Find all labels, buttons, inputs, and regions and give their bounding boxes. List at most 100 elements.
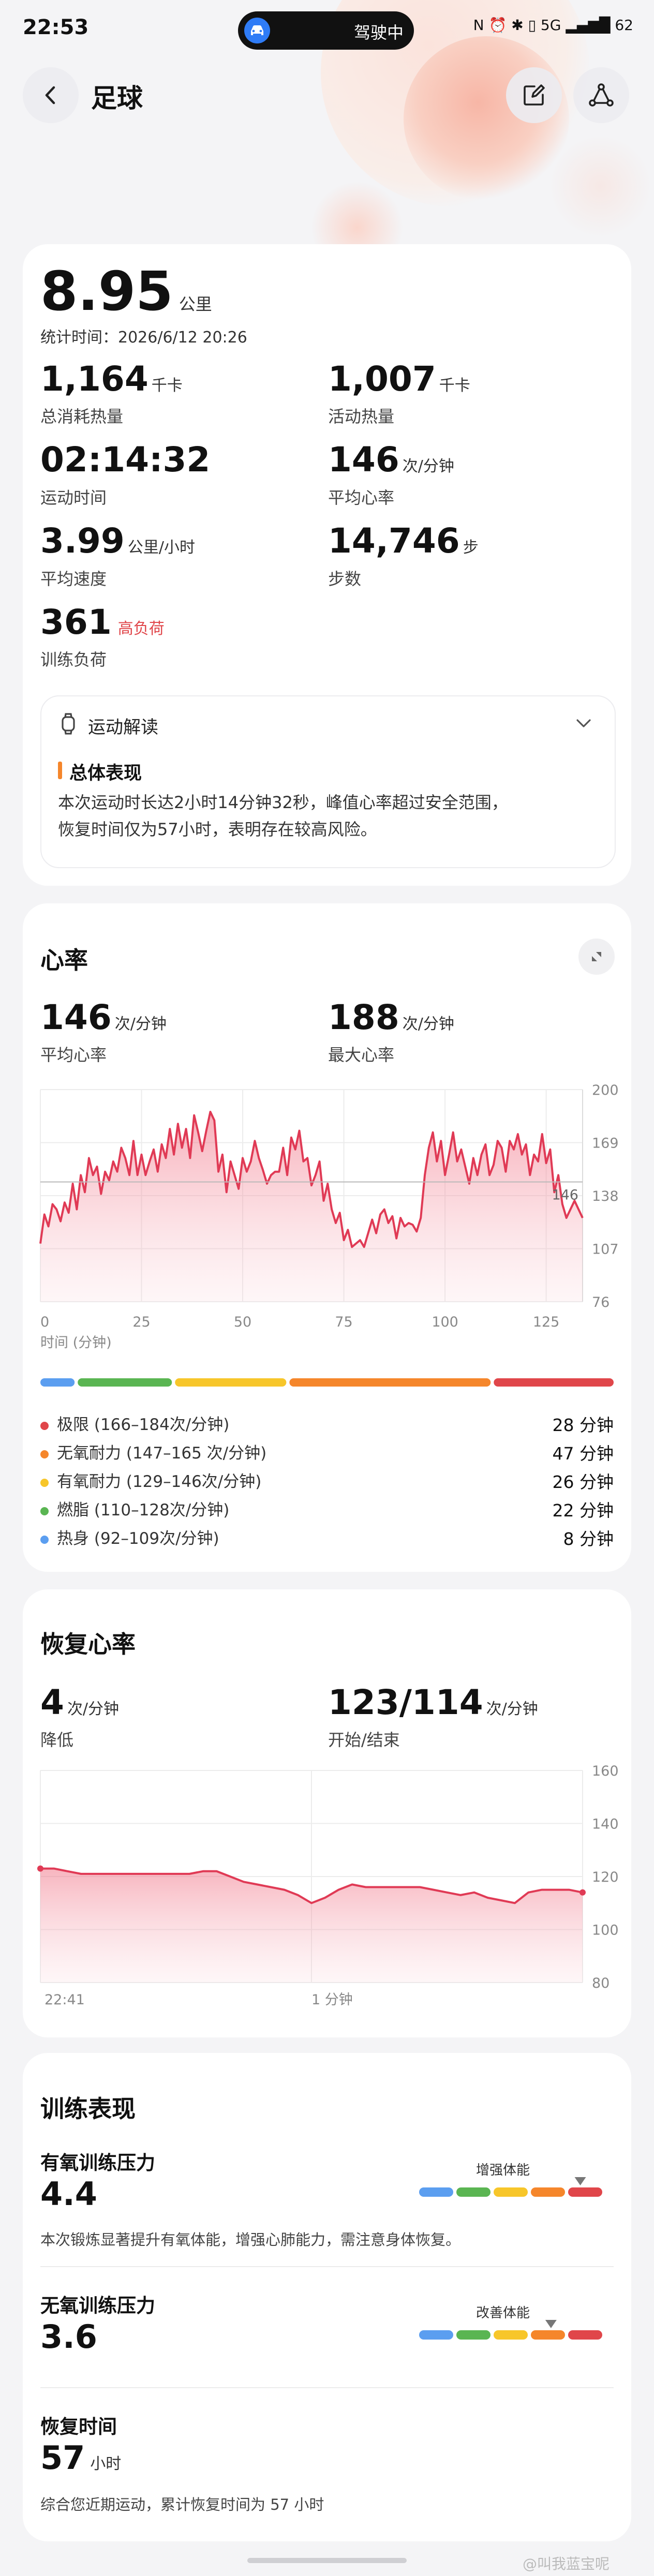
zone-name: 有氧耐力 (129–146次/分钟)	[40, 1468, 261, 1492]
zone-row: 极限 (166–184次/分钟) 28 分钟	[40, 1411, 614, 1437]
heart-rate-area	[40, 1112, 583, 1302]
zone-duration: 28 分钟	[552, 1415, 614, 1435]
overall-line-1: 本次运动时长达2小时14分钟32秒，峰值心率超过安全范围，	[58, 793, 508, 812]
recovery-line	[40, 1867, 583, 1904]
anaerobic-scale	[419, 2320, 602, 2340]
zone-color-dot	[40, 1450, 49, 1458]
zone-bar-segment	[494, 1378, 614, 1387]
y-tick-label: 138	[592, 1188, 619, 1204]
active-cal-label: 活动热量	[328, 407, 395, 426]
zone-row: 热身 (92–109次/分钟) 8 分钟	[40, 1525, 614, 1551]
scale-segment	[494, 2330, 528, 2340]
x-tick-label: 22:41	[44, 1992, 85, 2008]
steps-label: 步数	[328, 569, 362, 589]
back-button[interactable]	[23, 67, 79, 123]
zone-bar	[40, 1378, 614, 1387]
x-tick-label: 125	[533, 1314, 560, 1330]
y-tick-label: 107	[592, 1242, 619, 1258]
aerobic-scale	[419, 2177, 602, 2197]
heart-avg-value: 146	[40, 997, 112, 1037]
aerobic-desc: 本次锻炼显著提升有氧体能，增强心肺能力，需注意身体恢复。	[40, 2231, 461, 2249]
zone-label: 热身 (92–109次/分钟)	[57, 1529, 219, 1548]
recovery-end-dot	[579, 1889, 586, 1896]
heart-rate-chart: 76 107 138 169 200 0 25 50 75 100 125 146 时间 (分钟)	[39, 1082, 619, 1351]
active-cal-value: 1,007	[328, 359, 436, 399]
recovery-drop-stat: 4 次/分钟	[40, 1682, 119, 1722]
active-cal-value-row: 1,007 千卡	[328, 359, 470, 399]
recovery-time-desc: 综合您近期运动，累计恢复时间为 57 小时	[40, 2496, 324, 2513]
scale-segment	[568, 2330, 602, 2340]
zone-color-dot	[40, 1421, 49, 1430]
heart-avg-label: 平均心率	[40, 1045, 107, 1065]
recovery-time-row: 57 小时	[40, 2439, 121, 2477]
scale-segment	[419, 2187, 453, 2197]
scale-segment	[531, 2187, 565, 2197]
expand-button[interactable]	[578, 939, 615, 975]
anaerobic-title: 无氧训练压力	[40, 2295, 155, 2317]
zone-row: 有氧耐力 (129–146次/分钟) 26 分钟	[40, 1468, 614, 1494]
overall-line-2: 恢复时间仅为57小时，表明存在较高风险。	[58, 820, 377, 839]
scale-segment	[456, 2330, 490, 2340]
share-button[interactable]	[573, 67, 629, 123]
chevron-down-icon[interactable]	[574, 717, 593, 729]
zone-color-dot	[40, 1507, 49, 1515]
zone-duration: 47 分钟	[552, 1443, 614, 1464]
aerobic-value: 4.4	[40, 2175, 97, 2213]
recovery-title: 恢复心率	[40, 1630, 136, 1658]
heart-avg-unit: 次/分钟	[114, 1015, 167, 1033]
interpretation-title: 运动解读	[88, 717, 158, 738]
zone-row: 无氧耐力 (147–165 次/分钟) 47 分钟	[40, 1440, 614, 1466]
status-bar: 22:53 驾驶中 N ⏰ ✱ ▯ 5G ▂▄▆█ 62	[0, 0, 654, 57]
dynamic-island[interactable]: 驾驶中	[238, 11, 414, 50]
distance-unit: 公里	[179, 294, 212, 314]
overall-accent-bar	[58, 762, 62, 779]
recovery-area	[40, 1868, 583, 1983]
avg-speed-value: 3.99	[40, 521, 125, 561]
recovery-time-unit: 小时	[90, 2455, 122, 2473]
avg-speed-label: 平均速度	[40, 569, 107, 589]
zone-duration: 8 分钟	[563, 1529, 614, 1549]
y-tick-label: 169	[592, 1136, 619, 1152]
recovery-startend-unit: 次/分钟	[486, 1700, 538, 1718]
heart-rate-line	[39, 1111, 584, 1248]
zone-color-dot	[40, 1478, 49, 1487]
avg-hr-value: 146	[328, 440, 399, 480]
total-cal-value: 1,164	[40, 359, 148, 399]
recovery-startend-label: 开始/结束	[328, 1730, 400, 1750]
y-tick-label: 80	[592, 1975, 610, 1991]
zone-name: 极限 (166–184次/分钟)	[40, 1411, 229, 1435]
reference-line-label: 146	[552, 1187, 578, 1203]
y-tick-label: 76	[592, 1294, 610, 1311]
anaerobic-value: 3.6	[40, 2318, 97, 2356]
load-label: 训练负荷	[40, 650, 107, 669]
recovery-hr-card: 恢复心率 4 次/分钟 降低 123/114 次/分钟 开始/结束 80 100 120…	[23, 1589, 631, 2037]
car-icon	[244, 18, 270, 43]
zone-label: 无氧耐力 (147–165 次/分钟)	[57, 1444, 267, 1463]
scale-marker	[574, 2177, 586, 2185]
training-card: 训练表现 有氧训练压力 4.4 增强体能 本次锻炼显著提升有氧体能，增强心肺能力…	[23, 2053, 631, 2541]
distance-value: 8.95	[40, 260, 173, 323]
x-tick-label: 50	[234, 1314, 251, 1330]
interpretation-box[interactable]: 运动解读 总体表现 本次运动时长达2小时14分钟32秒，峰值心率超过安全范围， …	[40, 695, 616, 868]
zone-label: 有氧耐力 (129–146次/分钟)	[57, 1472, 262, 1491]
scale-segment	[419, 2330, 453, 2340]
zone-label: 极限 (166–184次/分钟)	[57, 1416, 230, 1434]
watermark: @叫我蓝宝呢	[523, 2555, 610, 2572]
avg-hr-unit: 次/分钟	[402, 457, 454, 475]
x-tick-label: 75	[335, 1314, 352, 1330]
divider	[40, 2387, 614, 2388]
duration-value-row: 02:14:32	[40, 440, 210, 480]
x-tick-label: 100	[432, 1314, 458, 1330]
zone-bar-segment	[78, 1378, 172, 1387]
divider	[40, 2266, 614, 2267]
expand-icon	[592, 952, 601, 961]
home-indicator[interactable]	[247, 2558, 407, 2563]
max-hr-stat: 188 次/分钟	[328, 997, 454, 1037]
heart-max-unit: 次/分钟	[402, 1015, 454, 1033]
recovery-start-dot	[37, 1865, 43, 1872]
zone-label: 燃脂 (110–128次/分钟)	[57, 1501, 230, 1520]
load-value-row: 361 高负荷	[40, 602, 165, 642]
zone-bar-segment	[175, 1378, 287, 1387]
active-cal-unit: 千卡	[439, 377, 470, 395]
edit-button[interactable]	[506, 67, 562, 123]
